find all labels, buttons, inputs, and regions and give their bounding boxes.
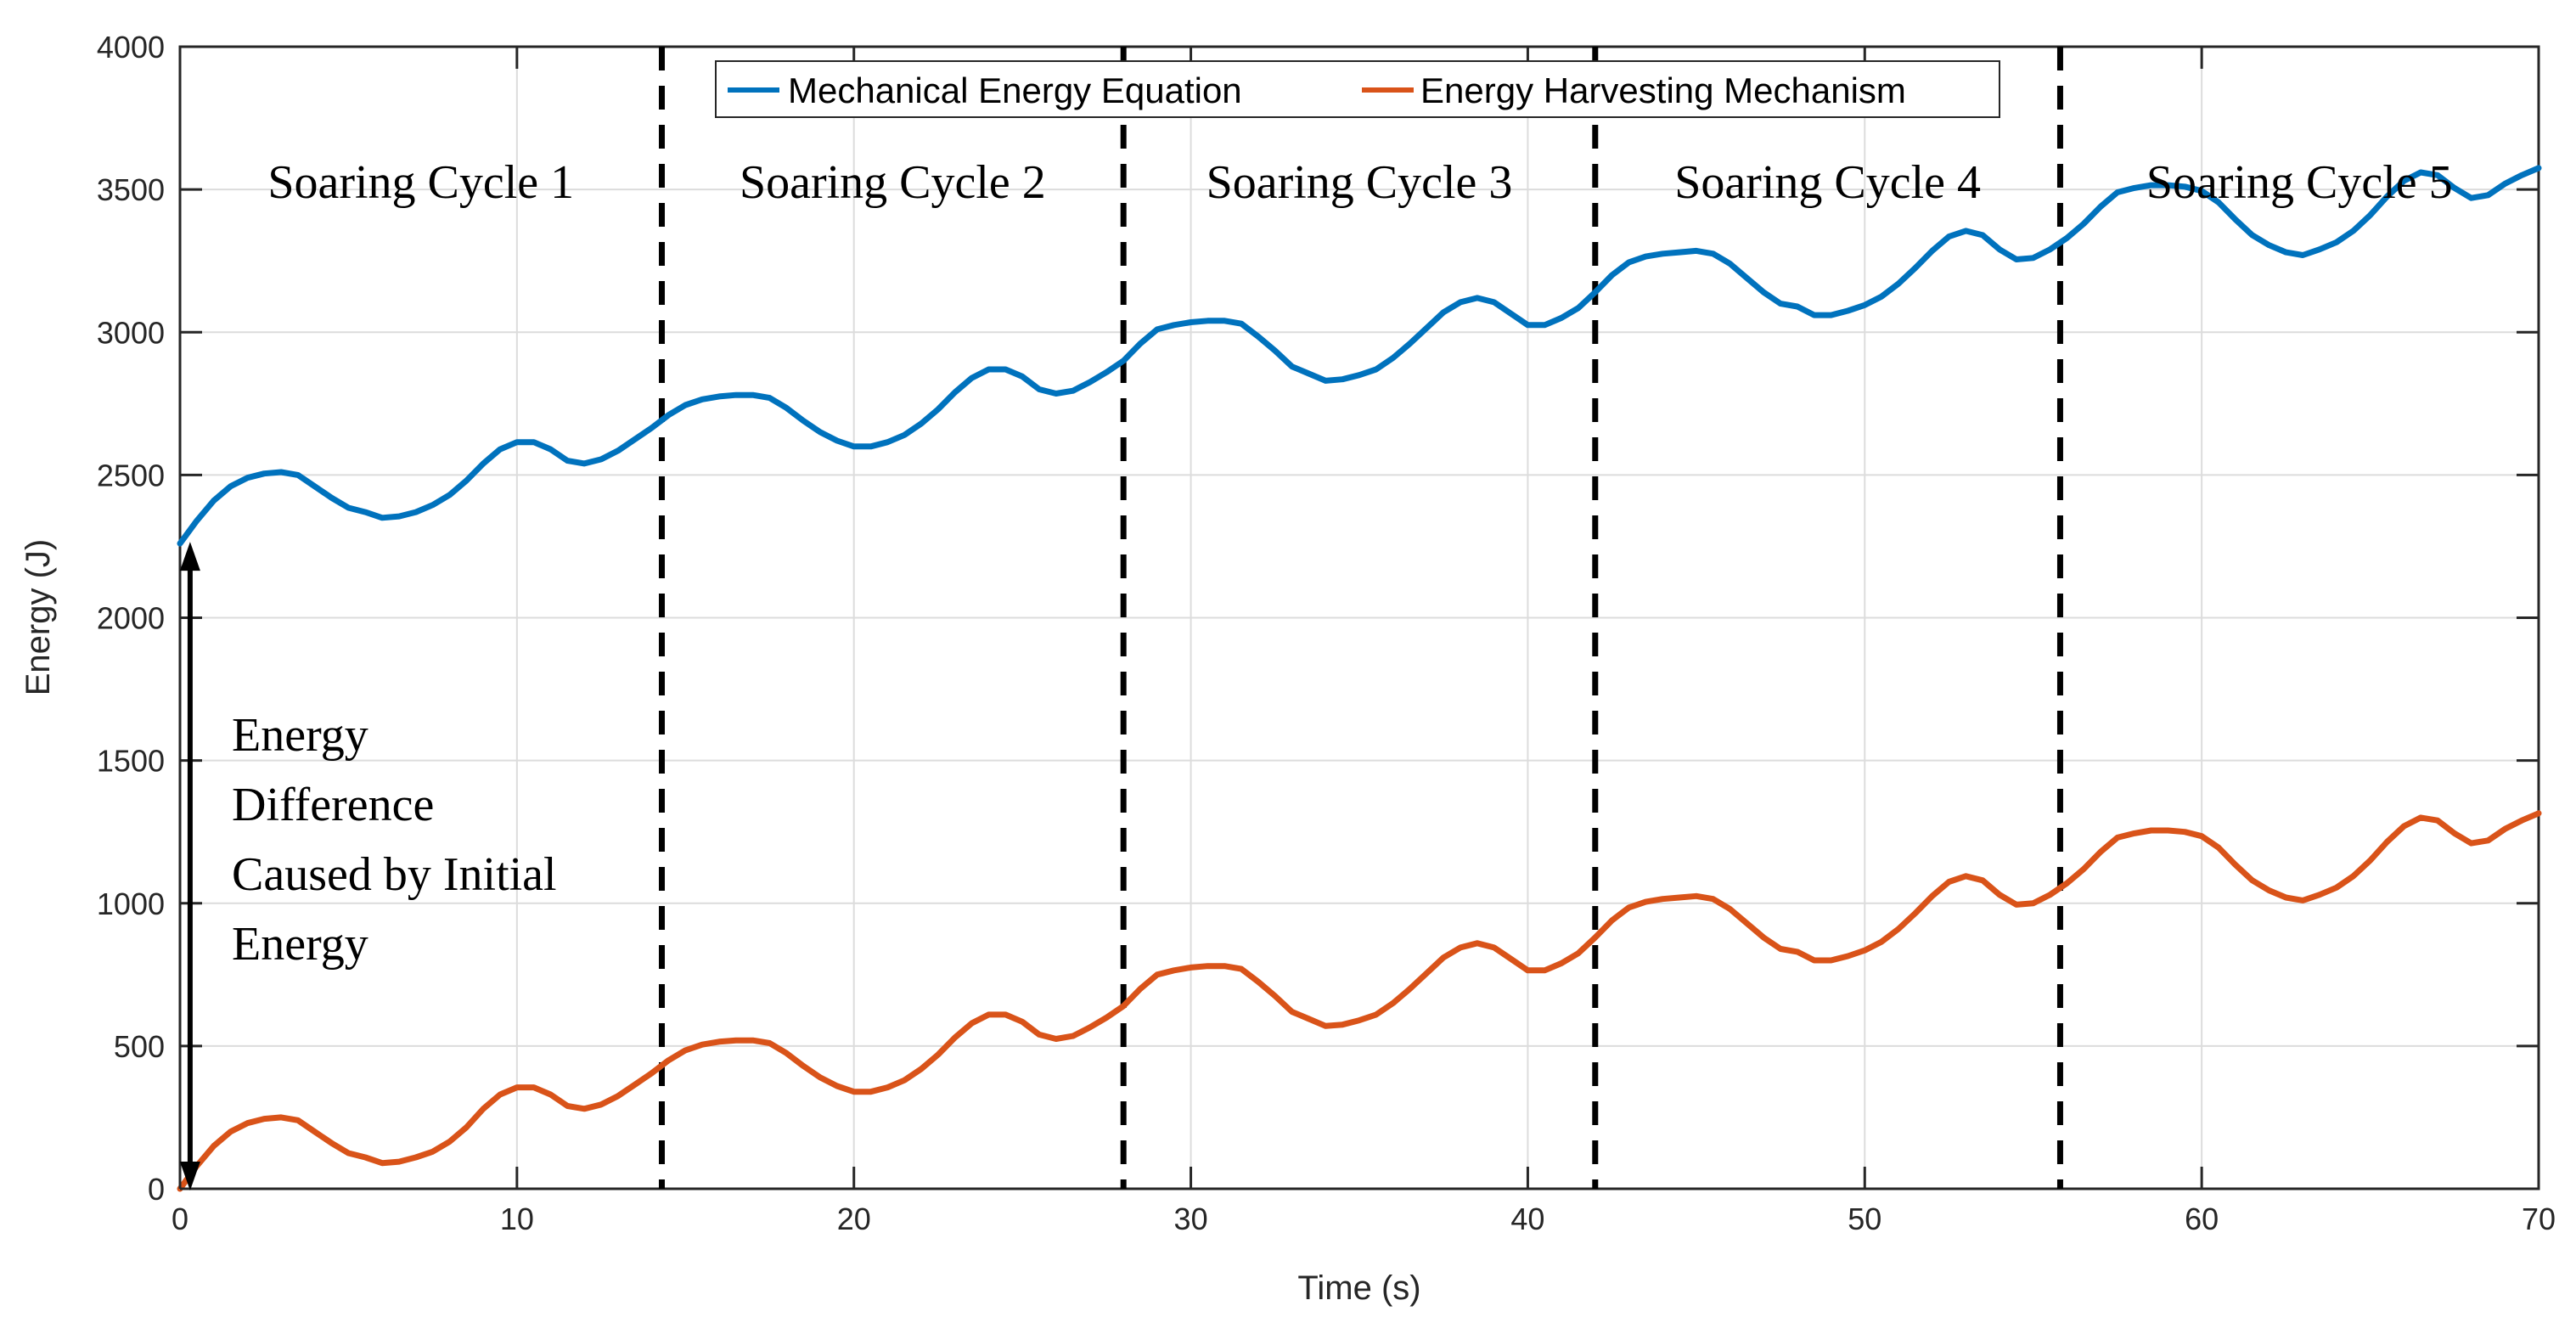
legend-entry-harvesting: Energy Harvesting Mechanism <box>1420 70 1906 110</box>
y-tick-label: 4000 <box>97 30 165 65</box>
x-tick-label: 0 <box>172 1202 188 1236</box>
annotation-arrowhead-bottom <box>179 1162 200 1190</box>
series-group <box>177 165 2542 1192</box>
cycle-label-2: Soaring Cycle 2 <box>740 156 1046 209</box>
cycle-dividers <box>659 47 2063 1189</box>
x-tick-label: 10 <box>500 1202 534 1236</box>
tick-marks: 0 10 20 30 40 50 60 70 0 500 1000 1500 2000 2500 3000 3… <box>97 30 2556 1236</box>
cycle-label-4: Soaring Cycle 4 <box>1674 156 1981 209</box>
y-tick-label: 3500 <box>97 172 165 207</box>
legend-entry-mechanical: Mechanical Energy Equation <box>788 70 1242 110</box>
y-axis-label: Energy (J) <box>20 539 57 696</box>
y-tick-label: 0 <box>148 1172 165 1207</box>
energy-difference-annotation: Energy Difference Caused by Initial Energy <box>179 542 557 1190</box>
x-tick-label: 40 <box>1510 1202 1544 1236</box>
cycle-label-3: Soaring Cycle 3 <box>1206 156 1513 209</box>
x-axis-label: Time (s) <box>1297 1269 1420 1307</box>
y-tick-label: 1500 <box>97 744 165 779</box>
x-tick-label: 30 <box>1174 1202 1208 1236</box>
annotation-line: Caused by Initial <box>232 848 557 901</box>
annotation-line: Energy <box>232 709 368 762</box>
x-tick-label: 20 <box>837 1202 871 1236</box>
cycle-label-5: Soaring Cycle 5 <box>2146 156 2453 209</box>
legend: Mechanical Energy Equation Energy Harves… <box>715 60 2000 118</box>
x-tick-label: 70 <box>2522 1202 2556 1236</box>
annotation-arrowhead-top <box>179 542 200 571</box>
y-tick-label: 3000 <box>97 315 165 350</box>
y-tick-label: 500 <box>114 1029 165 1064</box>
cycle-label-group: Soaring Cycle 1 Soaring Cycle 2 Soaring Cy… <box>267 156 2452 209</box>
cycle-label-1: Soaring Cycle 1 <box>267 156 574 209</box>
series-line-harvesting <box>177 810 2542 1192</box>
y-tick-label: 1000 <box>97 886 165 921</box>
annotation-line: Difference <box>232 779 434 831</box>
series-line-mechanical <box>177 165 2542 547</box>
y-tick-label: 2500 <box>97 458 165 492</box>
y-tick-label: 2000 <box>97 601 165 636</box>
x-tick-label: 60 <box>2185 1202 2219 1236</box>
x-tick-label: 50 <box>1848 1202 1881 1236</box>
annotation-line: Energy <box>232 918 368 971</box>
legend-box <box>715 60 2000 118</box>
